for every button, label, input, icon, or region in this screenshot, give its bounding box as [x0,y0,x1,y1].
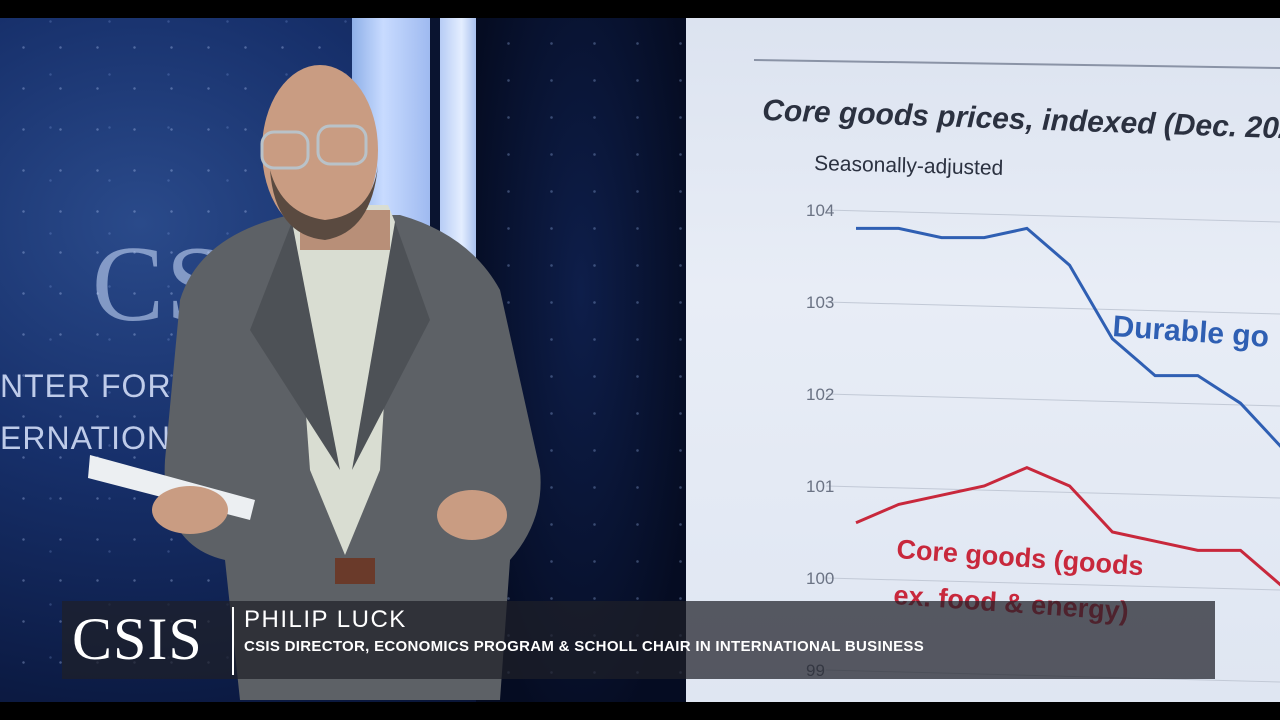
presenter-lapel-left [250,222,340,470]
screen-chart-y-ticks: 10410310210110099 [806,201,834,680]
y-tick-label: 102 [806,385,834,404]
screen-top-rule [753,59,1280,69]
core-series-label-line-1: Core goods (goods [896,534,1145,581]
y-tick-label: 103 [806,293,834,312]
wall-text-line-2: ERNATIONA [0,420,194,456]
chart-screen: Core goods prices, indexed (Dec. 2024 Se… [686,18,1280,702]
screen-chart-subtitle: Seasonally-adjusted [814,152,1004,180]
presenter-beard [270,165,378,240]
screen-chart-title: Core goods prices, indexed (Dec. 2024 [762,94,1280,146]
letterbox-bottom [0,702,1280,720]
y-tick-label: 101 [806,477,834,496]
speaker-title: CSIS DIRECTOR, ECONOMICS PROGRAM & SCHOL… [244,638,924,655]
presenter-head [262,65,378,235]
y-tick-label: 100 [806,569,834,588]
presenter-glasses-left [260,130,310,170]
presenter [88,65,541,700]
speaker-name: PHILIP LUCK [244,606,407,633]
lower-third-csis-logo: CSIS [72,606,203,672]
grid-line [825,485,1280,499]
durable-goods-series-line [856,226,1280,448]
presenter-glasses-right [316,124,368,166]
grid-line [825,301,1280,315]
presenter-belt [335,558,375,584]
presenter-left-hand [152,486,228,534]
grid-line [825,393,1280,407]
y-tick-label: 104 [806,201,834,220]
grid-line [825,209,1280,223]
presenter-lapel-right [352,222,430,470]
letterbox-top [0,0,1280,18]
screen-chart-svg: Core goods prices, indexed (Dec. 2024 Se… [753,59,1280,683]
grid-line [825,577,1280,591]
presenter-shirt [292,205,395,555]
presenter-right-hand [437,490,507,540]
lower-third-divider [232,607,234,675]
durable-series-label: Durable go [1112,310,1271,354]
core-goods-series-line [855,465,1280,587]
lower-third: CSIS PHILIP LUCK CSIS DIRECTOR, ECONOMIC… [62,601,1215,679]
